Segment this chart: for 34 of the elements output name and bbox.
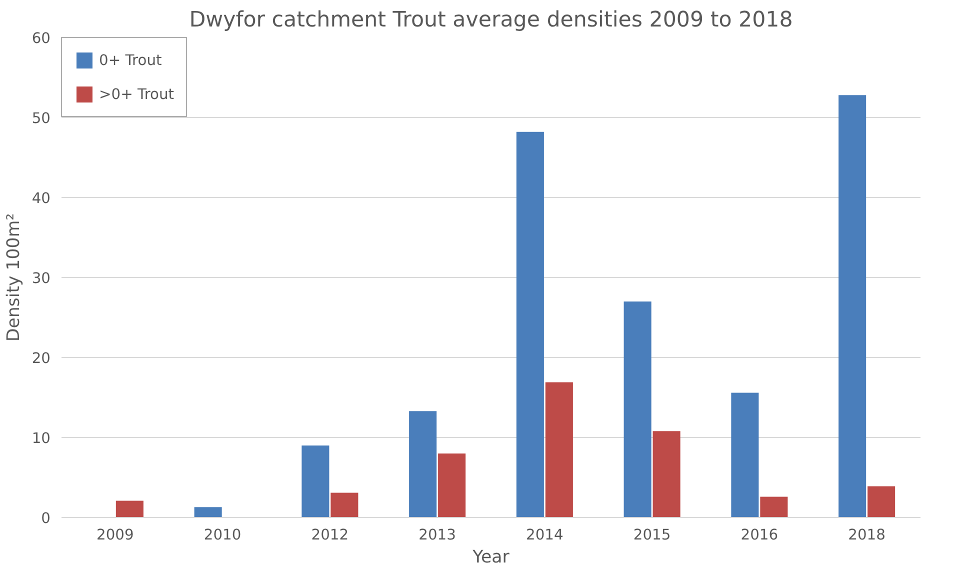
y-tick-label: 60 <box>32 30 51 47</box>
y-tick-label: 20 <box>32 350 51 367</box>
bar <box>116 500 144 518</box>
bar <box>438 454 466 518</box>
x-tick-label: 2015 <box>633 526 671 544</box>
legend-label: >0+ Trout <box>99 86 174 102</box>
y-tick-label: 40 <box>32 190 51 207</box>
legend-label: 0+ Trout <box>99 52 162 68</box>
bar <box>868 486 896 518</box>
bar <box>731 392 759 518</box>
x-tick-label: 2014 <box>526 526 564 544</box>
bar <box>838 95 866 518</box>
y-tick-label: 0 <box>41 510 51 527</box>
x-axis-title: Year <box>472 548 510 568</box>
y-axis-title: Density 100m² <box>4 213 24 342</box>
bar <box>409 411 437 518</box>
bar <box>516 132 544 518</box>
bar <box>545 382 573 518</box>
bar <box>330 492 358 518</box>
y-tick-label: 50 <box>32 110 51 127</box>
bar <box>302 446 330 518</box>
x-tick-label: 2018 <box>848 526 886 544</box>
bar <box>760 496 788 518</box>
x-tick-label: 2010 <box>204 526 242 544</box>
x-tick-label: 2012 <box>311 526 349 544</box>
x-tick-label: 2009 <box>96 526 134 544</box>
bar <box>652 431 680 518</box>
x-tick-label: 2013 <box>418 526 456 544</box>
y-tick-label: 10 <box>32 430 51 447</box>
x-tick-label: 2016 <box>740 526 778 544</box>
chart-title: Dwyfor catchment Trout average densities 2009 to 2018 <box>189 8 793 32</box>
bar <box>624 302 652 518</box>
y-tick-label: 30 <box>32 270 51 287</box>
bar <box>194 507 222 518</box>
